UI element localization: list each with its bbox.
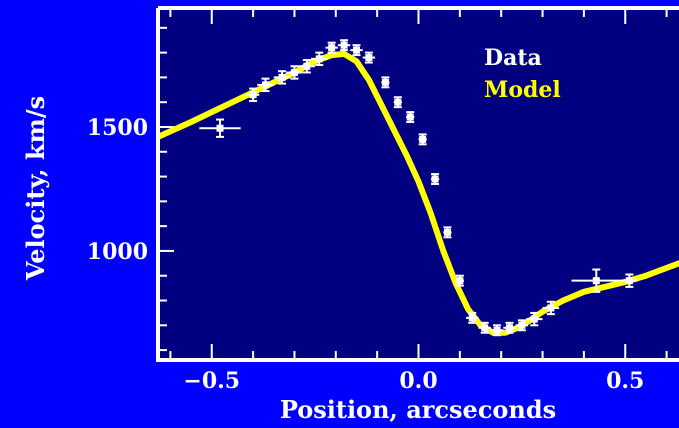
data-point: [455, 274, 464, 287]
y-axis-title: Velocity, km/s: [21, 96, 50, 281]
data-marker: [431, 175, 439, 183]
y-tick-label: 1500: [87, 115, 148, 141]
data-point: [443, 226, 452, 239]
data-point: [246, 87, 260, 102]
data-marker: [468, 314, 476, 322]
data-marker: [262, 81, 270, 89]
data-marker: [419, 135, 427, 143]
data-marker: [216, 124, 224, 132]
data-marker: [340, 41, 348, 49]
x-tick-label: 0.0: [399, 368, 437, 394]
data-point: [503, 321, 516, 334]
data-marker: [249, 91, 257, 99]
data-marker: [365, 54, 373, 62]
model-layer: [158, 50, 679, 336]
data-marker: [481, 324, 489, 332]
data-point: [430, 173, 440, 185]
data-marker: [456, 277, 464, 285]
data-marker: [518, 321, 526, 329]
model-line: [158, 50, 679, 336]
data-marker: [303, 62, 311, 70]
x-axis-title: Position, arcseconds: [280, 395, 556, 424]
data-marker: [547, 304, 555, 312]
x-tick-label: 0.5: [606, 368, 644, 394]
data-point: [199, 118, 241, 138]
data-point: [478, 321, 491, 334]
data-point: [406, 111, 415, 124]
data-marker: [278, 73, 286, 81]
data-point: [362, 51, 376, 64]
data-point: [273, 70, 291, 85]
legend-model-label: Model: [484, 77, 561, 103]
plot-frame: [156, 8, 679, 362]
data-marker: [592, 277, 600, 285]
data-point: [621, 273, 638, 288]
data-point: [257, 77, 274, 93]
data-point: [381, 76, 390, 89]
x-tick-label: −0.5: [183, 368, 240, 394]
data-point: [515, 319, 529, 332]
data-point: [490, 324, 504, 337]
data-marker: [443, 228, 451, 236]
data-point: [310, 51, 328, 67]
data-point: [298, 59, 316, 74]
data-marker: [625, 277, 633, 285]
data-point: [350, 44, 363, 57]
data-marker: [493, 326, 501, 334]
data-marker: [290, 68, 298, 76]
data-point: [286, 65, 303, 80]
data-marker: [315, 55, 323, 63]
data-marker: [530, 315, 538, 323]
data-marker: [328, 44, 336, 52]
data-point: [542, 300, 560, 316]
tick-labels: −0.5 0.0 0.5 1000 1500: [87, 115, 645, 394]
data-marker: [394, 98, 402, 106]
y-tick-label: 1000: [87, 239, 148, 265]
data-marker: [406, 113, 414, 121]
data-point: [526, 311, 543, 327]
data-marker: [505, 324, 513, 332]
data-point: [393, 96, 402, 109]
data-marker: [352, 46, 360, 54]
data-layer: [199, 39, 638, 337]
data-point: [466, 311, 479, 324]
data-point: [337, 39, 351, 52]
data-point: [418, 133, 427, 146]
data-marker: [381, 78, 389, 86]
data-point: [325, 41, 338, 54]
data-point: [571, 268, 622, 293]
legend-data-label: Data: [484, 45, 542, 71]
